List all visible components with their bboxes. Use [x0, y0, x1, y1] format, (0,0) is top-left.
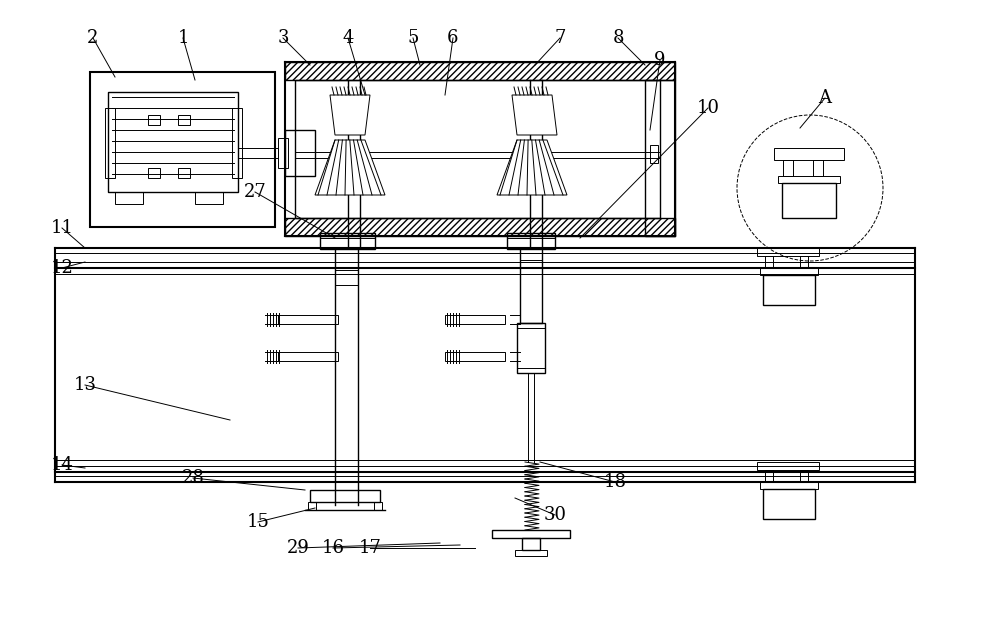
Text: 5: 5 — [407, 29, 419, 47]
Text: 10: 10 — [696, 99, 720, 117]
Bar — [515, 550, 547, 556]
Bar — [800, 470, 808, 482]
Polygon shape — [315, 140, 385, 195]
Bar — [765, 470, 773, 482]
Bar — [507, 233, 555, 249]
Bar — [115, 192, 143, 204]
Bar — [90, 72, 275, 227]
Bar — [232, 108, 242, 178]
Bar — [757, 248, 819, 256]
Text: 29: 29 — [287, 539, 309, 557]
Text: 6: 6 — [447, 29, 459, 47]
Bar — [105, 108, 115, 178]
Bar — [374, 502, 382, 510]
Text: 30: 30 — [544, 506, 566, 524]
Bar — [645, 80, 675, 236]
Bar — [285, 130, 315, 176]
Text: 9: 9 — [654, 51, 666, 69]
Bar — [320, 233, 375, 249]
Text: 8: 8 — [612, 29, 624, 47]
Bar — [178, 168, 190, 178]
Bar — [757, 462, 819, 470]
Polygon shape — [330, 95, 370, 135]
Bar — [760, 482, 818, 489]
Bar — [763, 489, 815, 519]
Bar — [148, 115, 160, 125]
Bar — [195, 192, 223, 204]
Bar — [778, 176, 840, 183]
Bar — [782, 183, 836, 218]
Bar — [517, 323, 545, 373]
Bar — [278, 138, 288, 168]
Bar — [178, 115, 190, 125]
Bar — [310, 490, 380, 502]
Text: 15: 15 — [247, 513, 269, 531]
Bar — [308, 502, 316, 510]
Bar — [813, 160, 823, 176]
Polygon shape — [512, 95, 557, 135]
Bar — [800, 256, 808, 268]
Bar — [650, 145, 658, 163]
Bar — [492, 530, 570, 538]
Text: 3: 3 — [277, 29, 289, 47]
Bar — [285, 218, 675, 236]
Text: 14: 14 — [51, 456, 73, 474]
Bar — [278, 352, 338, 361]
Text: 1: 1 — [177, 29, 189, 47]
Text: 17: 17 — [359, 539, 381, 557]
Bar — [445, 315, 505, 324]
Bar — [783, 160, 793, 176]
Bar — [445, 352, 505, 361]
Text: 4: 4 — [342, 29, 354, 47]
Bar — [522, 538, 540, 550]
Text: 27: 27 — [244, 183, 266, 201]
Text: 13: 13 — [74, 376, 96, 394]
Text: 2: 2 — [87, 29, 99, 47]
Text: 12: 12 — [51, 259, 73, 277]
Bar — [520, 248, 542, 323]
Text: 7: 7 — [554, 29, 566, 47]
Text: 18: 18 — [604, 473, 626, 491]
Text: 28: 28 — [182, 469, 204, 487]
Text: 16: 16 — [322, 539, 344, 557]
Bar — [285, 62, 675, 80]
Bar — [760, 268, 818, 275]
Bar — [295, 80, 660, 218]
Bar — [148, 168, 160, 178]
Text: 11: 11 — [50, 219, 74, 237]
Bar — [278, 315, 338, 324]
Bar — [765, 256, 773, 268]
Polygon shape — [497, 140, 567, 195]
Bar — [238, 148, 278, 158]
Bar — [108, 92, 238, 192]
Text: A: A — [818, 89, 832, 107]
Bar — [763, 275, 815, 305]
Bar — [774, 148, 844, 160]
